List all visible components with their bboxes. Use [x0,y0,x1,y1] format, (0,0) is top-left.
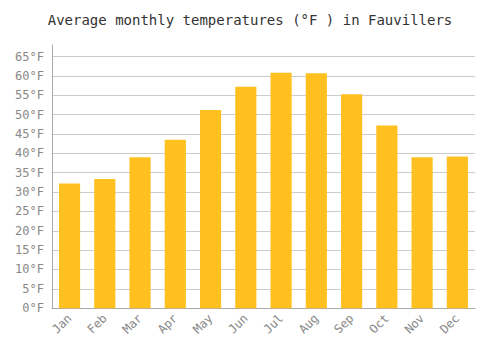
svg-text:Nov: Nov [402,311,427,336]
svg-text:20°F: 20°F [15,224,44,238]
svg-text:5°F: 5°F [22,282,44,296]
svg-text:Oct: Oct [367,311,392,336]
svg-text:Aug: Aug [296,311,321,336]
svg-text:30°F: 30°F [15,185,44,199]
svg-text:35°F: 35°F [15,166,44,180]
svg-text:Apr: Apr [155,311,180,336]
svg-text:45°F: 45°F [15,127,44,141]
svg-text:Jul: Jul [261,311,286,336]
svg-text:0°F: 0°F [22,301,44,315]
svg-text:Jan: Jan [49,311,74,336]
svg-text:15°F: 15°F [15,243,44,257]
svg-text:Feb: Feb [85,311,110,336]
svg-text:65°F: 65°F [15,50,44,64]
svg-text:40°F: 40°F [15,146,44,160]
svg-text:60°F: 60°F [15,69,44,83]
svg-text:May: May [190,311,215,336]
svg-text:Mar: Mar [120,311,145,336]
svg-text:Sep: Sep [331,311,356,336]
svg-text:Dec: Dec [437,311,462,336]
svg-text:10°F: 10°F [15,262,44,276]
svg-text:Jun: Jun [226,311,251,336]
svg-text:25°F: 25°F [15,204,44,218]
svg-text:Average monthly temperatures (: Average monthly temperatures (°F ) in Fa… [48,12,453,28]
svg-text:55°F: 55°F [15,88,44,102]
svg-text:50°F: 50°F [15,108,44,122]
